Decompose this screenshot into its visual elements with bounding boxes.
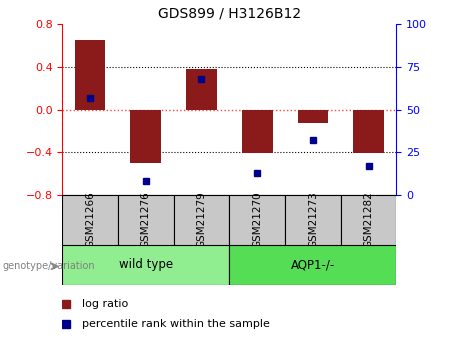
Text: wild type: wild type [119,258,173,271]
Bar [186,69,217,110]
Bar [174,195,229,245]
Text: percentile rank within the sample: percentile rank within the sample [82,319,270,328]
Bar [298,110,328,124]
Text: log ratio: log ratio [82,299,129,309]
Bar [229,195,285,245]
Text: GSM21273: GSM21273 [308,191,318,248]
Text: genotype/variation: genotype/variation [2,262,95,271]
Bar [62,245,229,285]
Text: GSM21279: GSM21279 [196,191,207,248]
Bar [341,195,396,245]
Bar [75,40,106,110]
Text: GSM21270: GSM21270 [252,191,262,248]
Bar [353,110,384,153]
Bar [242,110,272,153]
Text: GSM21282: GSM21282 [364,191,373,248]
Bar [229,245,396,285]
Text: AQP1-/-: AQP1-/- [291,258,335,271]
Text: GSM21276: GSM21276 [141,191,151,248]
Title: GDS899 / H3126B12: GDS899 / H3126B12 [158,6,301,20]
Text: GSM21266: GSM21266 [85,191,95,248]
Bar [130,110,161,163]
Bar [118,195,174,245]
Bar [285,195,341,245]
Bar [62,195,118,245]
